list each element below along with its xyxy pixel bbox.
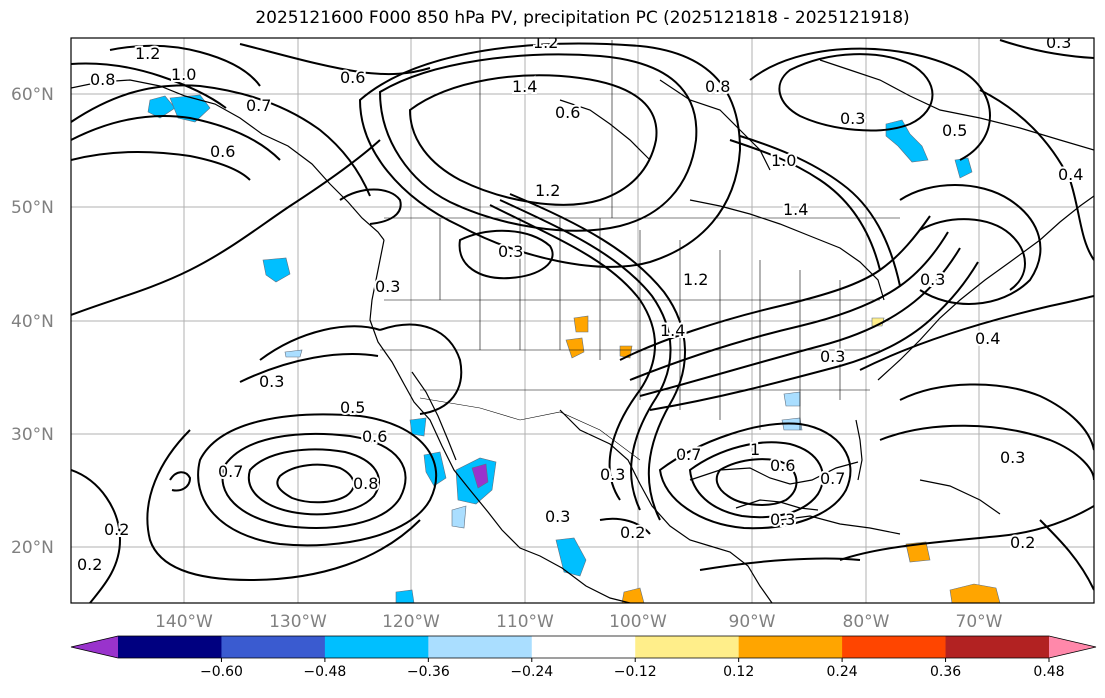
map-panel: 1.2 1.0 0.8 0.6 0.7 0.6 1.2 0.6 1.4 0.8 … (70, 33, 1095, 604)
contour-label: 0.8 (705, 77, 730, 96)
colorbar-tick-label: −0.24 (510, 664, 553, 680)
contour-label: 1.4 (512, 77, 537, 96)
contour-label: 0.6 (362, 427, 387, 446)
contour-label: 0.3 (545, 507, 570, 526)
contour-label: 1 (750, 440, 760, 459)
contour-label: 0.3 (840, 109, 865, 128)
contour-label: 0.8 (90, 70, 115, 89)
colorbar-tick-label: 0.24 (827, 664, 858, 680)
colorbar: −0.60 −0.48 −0.36 −0.24 −0.12 0.12 0.24 0.36 0.4… (70, 635, 1097, 680)
colorbar-extend-low (71, 636, 118, 658)
pv-contours (71, 39, 1094, 603)
contour-label: 0.5 (340, 398, 365, 417)
lon-label: 110°W (496, 612, 554, 632)
lat-label: 50°N (11, 198, 54, 218)
lat-label: 20°N (11, 538, 54, 558)
colorbar-tick-label: 0.36 (930, 664, 961, 680)
contour-label: 0.3 (259, 372, 284, 391)
colorbar-segment (118, 636, 222, 658)
longitude-labels: 140°W 130°W 120°W 110°W 100°W 90°W 80°W … (155, 612, 1003, 632)
contour-label: 0.2 (77, 555, 102, 574)
colorbar-tick-label: 0.48 (1033, 664, 1064, 680)
lat-label: 30°N (11, 425, 54, 445)
contour-label: 0.3 (920, 270, 945, 289)
latitude-labels: 60°N 50°N 40°N 30°N 20°N (11, 85, 54, 558)
lon-label: 130°W (269, 612, 327, 632)
colorbar-segment (842, 636, 947, 658)
contour-label: 1.2 (533, 33, 558, 52)
colorbar-tick-label: −0.60 (200, 664, 243, 680)
lon-label: 100°W (609, 612, 667, 632)
lon-label: 120°W (382, 612, 440, 632)
contour-labels: 1.2 1.0 0.8 0.6 0.7 0.6 1.2 0.6 1.4 0.8 … (75, 33, 1085, 576)
contour-label: 0.2 (620, 523, 645, 542)
lon-label: 70°W (956, 612, 1003, 632)
lon-label: 90°W (729, 612, 776, 632)
contour-label: 0.7 (246, 96, 271, 115)
contour-label: 0.2 (104, 520, 129, 539)
contour-label: 0.7 (820, 469, 845, 488)
contour-label: 1.2 (135, 44, 160, 63)
contour-label: 1.4 (783, 200, 808, 219)
contour-label: 0.6 (555, 103, 580, 122)
colorbar-extend-high (1049, 636, 1096, 658)
contour-label: 0.5 (942, 121, 967, 140)
contour-label: 0.3 (600, 465, 625, 484)
colorbar-segment (738, 636, 843, 658)
precip-shading (147, 94, 1001, 603)
contour-label: 0.4 (1058, 165, 1083, 184)
lat-label: 60°N (11, 85, 54, 105)
contour-label: 0.7 (676, 445, 701, 464)
lon-label: 80°W (843, 612, 890, 632)
contour-label: 1.4 (660, 321, 685, 340)
colorbar-segment (945, 636, 1050, 658)
map-title: 2025121600 F000 850 hPa PV, precipitatio… (255, 8, 910, 28)
lon-label: 140°W (155, 612, 213, 632)
contour-label: 1.0 (771, 151, 796, 170)
contour-label: 0.3 (1000, 448, 1025, 467)
colorbar-tick-label: 0.12 (723, 664, 754, 680)
contour-label: 0.6 (770, 456, 795, 475)
contour-label: 0.3 (498, 242, 523, 261)
contour-label: 0.3 (375, 277, 400, 296)
lat-label: 40°N (11, 312, 54, 332)
colorbar-tick-label: −0.12 (614, 664, 657, 680)
colorbar-tick-label: −0.48 (303, 664, 346, 680)
colorbar-segment (531, 636, 636, 658)
contour-label: 1.2 (535, 181, 560, 200)
colorbar-segment (635, 636, 740, 658)
contour-label: 0.7 (218, 462, 243, 481)
contour-label: 0.4 (975, 329, 1000, 348)
colorbar-segment (428, 636, 533, 658)
contour-label: 0.3 (770, 510, 795, 529)
contour-label: 0.3 (1046, 33, 1071, 52)
contour-label: 1.0 (171, 65, 196, 84)
contour-label: 0.6 (210, 142, 235, 161)
contour-label: 0.2 (1010, 533, 1035, 552)
map-frame (70, 37, 1095, 604)
colorbar-segment (324, 636, 429, 658)
colorbar-tick-label: −0.36 (407, 664, 450, 680)
contour-label: 0.8 (353, 474, 378, 493)
contour-label: 1.2 (683, 270, 708, 289)
contour-label: 0.6 (340, 68, 365, 87)
colorbar-segment (221, 636, 326, 658)
contour-label: 0.3 (820, 347, 845, 366)
